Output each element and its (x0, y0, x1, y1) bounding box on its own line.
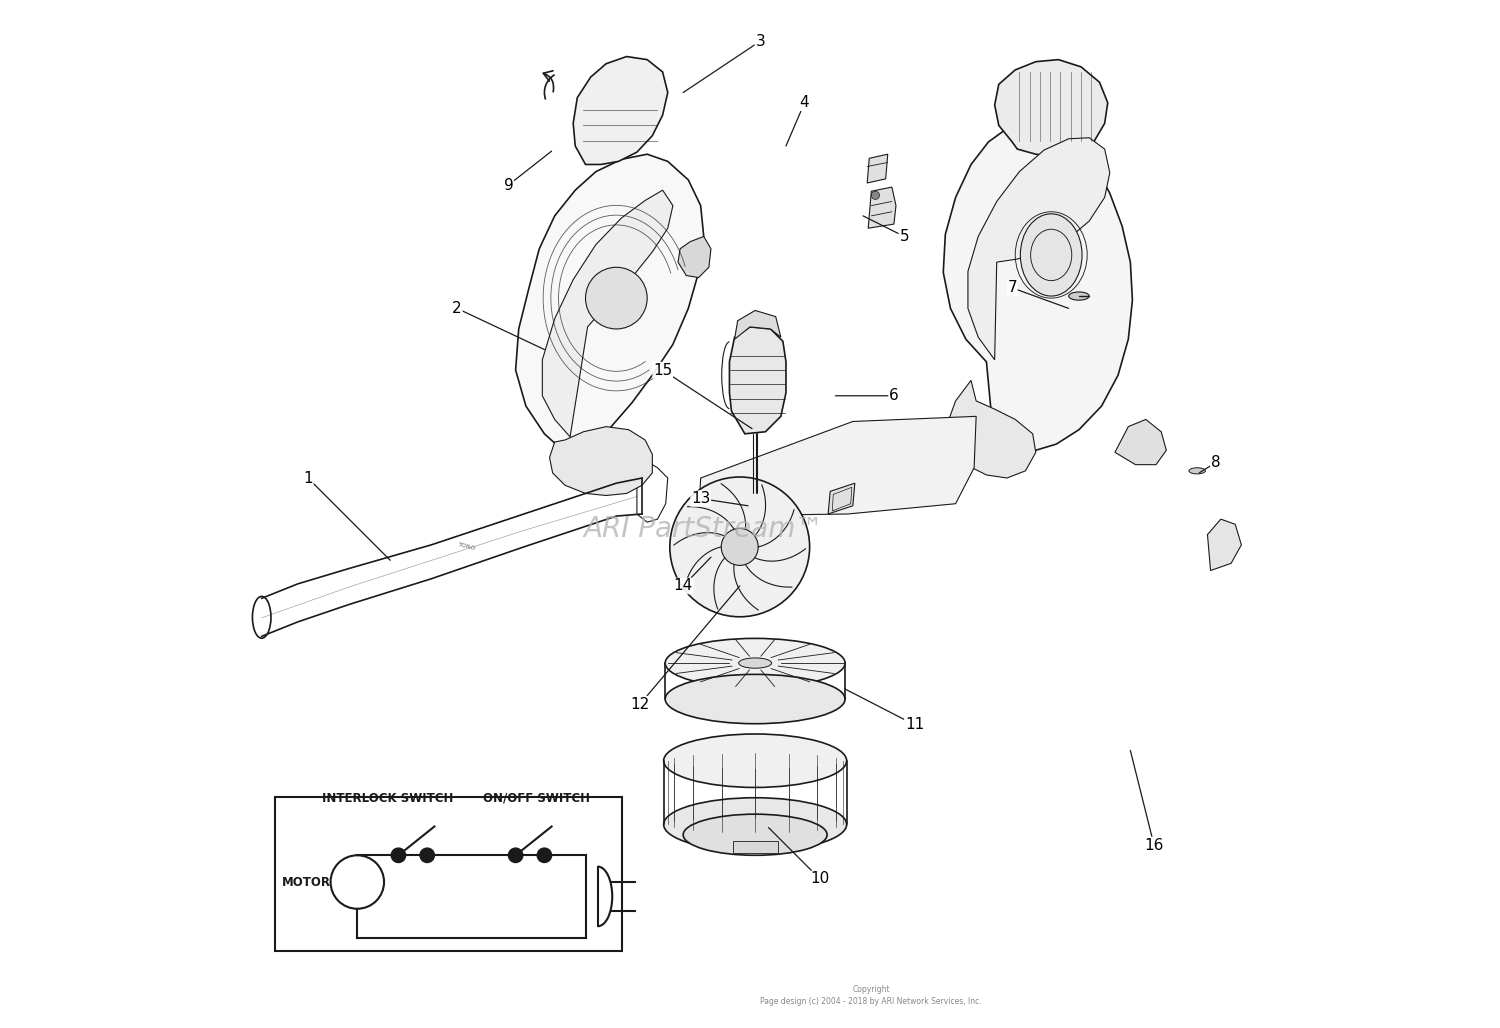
Polygon shape (968, 138, 1110, 360)
Text: 11: 11 (844, 689, 924, 732)
Text: MOTOR: MOTOR (282, 876, 330, 888)
Ellipse shape (663, 798, 846, 851)
Text: ON/OFF SWITCH: ON/OFF SWITCH (483, 792, 590, 805)
Circle shape (738, 487, 771, 520)
Text: TORO: TORO (458, 543, 477, 551)
Polygon shape (699, 416, 976, 516)
Text: 2: 2 (452, 301, 544, 350)
Polygon shape (828, 483, 855, 514)
Text: ARI PartStream™: ARI PartStream™ (584, 515, 824, 544)
Ellipse shape (1190, 468, 1206, 474)
Text: Copyright
Page design (c) 2004 - 2018 by ARI Network Services, Inc.: Copyright Page design (c) 2004 - 2018 by… (760, 985, 982, 1005)
Polygon shape (678, 236, 711, 278)
Polygon shape (944, 123, 1132, 450)
Text: 15: 15 (652, 363, 752, 429)
Ellipse shape (682, 814, 826, 855)
Polygon shape (994, 60, 1107, 156)
Text: 5: 5 (862, 216, 909, 244)
Ellipse shape (1020, 214, 1082, 296)
Ellipse shape (1068, 292, 1089, 300)
Polygon shape (729, 327, 786, 434)
Text: 12: 12 (630, 586, 740, 711)
Circle shape (871, 191, 879, 199)
Circle shape (585, 267, 646, 329)
Circle shape (420, 848, 435, 862)
Text: INTERLOCK SWITCH: INTERLOCK SWITCH (322, 792, 454, 805)
Bar (274, 797, 621, 951)
Polygon shape (516, 154, 704, 454)
Polygon shape (573, 57, 668, 164)
Text: 14: 14 (674, 557, 711, 593)
Circle shape (670, 477, 810, 617)
Text: 1: 1 (303, 471, 390, 560)
FancyArrowPatch shape (543, 71, 554, 91)
Text: 10: 10 (768, 828, 830, 886)
Text: 16: 16 (1131, 750, 1164, 852)
Circle shape (722, 528, 758, 565)
Ellipse shape (738, 658, 771, 668)
Text: 7: 7 (1008, 281, 1068, 308)
Ellipse shape (664, 638, 844, 688)
Polygon shape (742, 557, 768, 578)
Circle shape (748, 497, 762, 511)
Polygon shape (868, 187, 895, 228)
Circle shape (509, 848, 524, 862)
Circle shape (392, 848, 405, 862)
Text: 13: 13 (692, 491, 748, 506)
Bar (732, 841, 778, 853)
Ellipse shape (663, 734, 846, 787)
Polygon shape (948, 380, 1036, 478)
Text: 4: 4 (786, 96, 810, 146)
Polygon shape (867, 154, 888, 183)
Polygon shape (543, 190, 674, 437)
Polygon shape (1114, 419, 1167, 465)
Text: 8: 8 (1198, 455, 1221, 473)
Polygon shape (549, 427, 652, 495)
Polygon shape (1208, 519, 1242, 571)
Polygon shape (735, 310, 782, 339)
Circle shape (750, 562, 760, 573)
Circle shape (537, 848, 552, 862)
Text: 9: 9 (504, 151, 552, 192)
Text: 3: 3 (682, 34, 765, 93)
Text: 6: 6 (836, 389, 898, 403)
Ellipse shape (664, 674, 844, 724)
